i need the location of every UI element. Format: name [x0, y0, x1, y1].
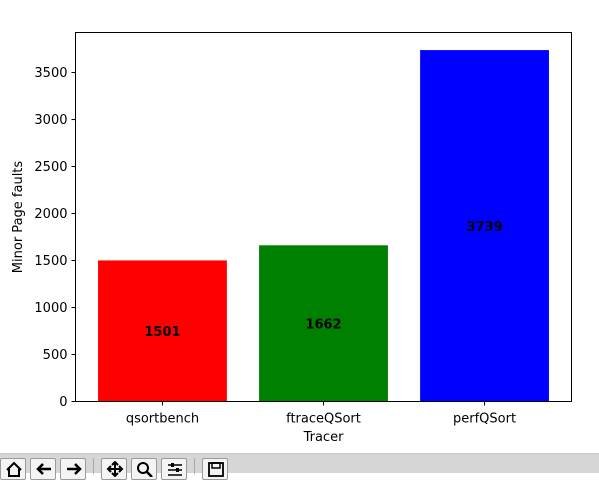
bar-chart: 1501 1662 3739 0 500 1000 1500 2000 2500 3000 350… [11, 32, 572, 445]
x-axis: qsortbench ftraceQSort perfQSort [126, 401, 516, 427]
data-label-qsortbench: 1501 [144, 325, 180, 340]
y-tick-label-3500: 3500 [34, 66, 67, 81]
bars-group [98, 50, 549, 402]
chart-canvas: 1501 1662 3739 0 500 1000 1500 2000 2500 3000 350… [11, 32, 572, 445]
configure-subplots-button[interactable] [161, 458, 187, 480]
zoom-icon [137, 462, 153, 477]
y-tick-label-2500: 2500 [34, 160, 67, 175]
y-tick-label-3000: 3000 [34, 113, 67, 128]
x-tick-label-ftraceQSort: ftraceQSort [286, 412, 361, 427]
y-tick-label-0: 0 [59, 395, 67, 410]
y-axis-label: Minor Page faults [11, 161, 26, 274]
toolbar-separator [194, 458, 195, 474]
data-labels-group: 1501 1662 3739 [144, 220, 502, 340]
forward-button[interactable] [60, 458, 86, 480]
data-label-perfQSort: 3739 [466, 220, 502, 235]
save-icon [208, 462, 224, 477]
save-button[interactable] [202, 458, 228, 480]
pan-icon [106, 461, 124, 477]
data-label-ftraceQSort: 1662 [305, 317, 341, 332]
zoom-button[interactable] [131, 458, 157, 480]
configure-subplots-icon [168, 463, 182, 476]
y-tick-label-2000: 2000 [34, 207, 67, 222]
matplotlib-toolbar [0, 453, 599, 480]
forward-icon [67, 463, 82, 475]
y-axis: 0 500 1000 1500 2000 2500 3000 3500 [34, 66, 76, 410]
back-icon [36, 463, 51, 475]
y-tick-label-500: 500 [43, 348, 68, 363]
pan-button[interactable] [101, 458, 127, 480]
x-axis-label: Tracer [303, 430, 344, 445]
back-button[interactable] [30, 458, 56, 480]
y-tick-label-1000: 1000 [34, 301, 67, 316]
bar-perfQSort [420, 50, 549, 402]
y-tick-label-1500: 1500 [34, 254, 67, 269]
toolbar-separator [93, 458, 94, 474]
x-tick-label-qsortbench: qsortbench [126, 412, 199, 427]
home-icon [6, 461, 22, 477]
x-tick-label-perfQSort: perfQSort [453, 412, 516, 427]
bar-ftraceQSort [259, 245, 388, 402]
home-button[interactable] [0, 458, 26, 480]
bar-qsortbench [98, 260, 227, 402]
plot-frame-border [75, 32, 572, 402]
